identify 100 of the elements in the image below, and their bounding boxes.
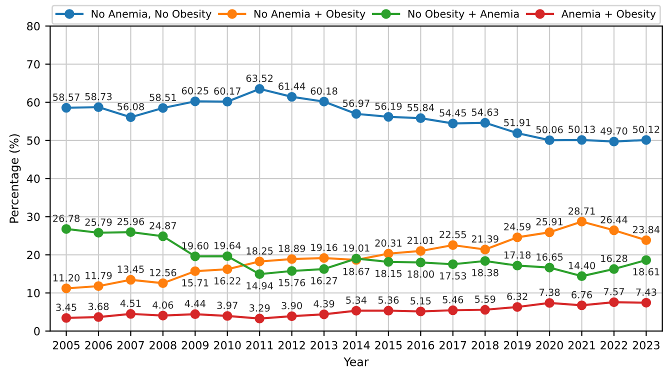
point bbox=[480, 118, 490, 128]
data-label: 61.44 bbox=[278, 82, 306, 90]
y-tick-label: 80 bbox=[27, 22, 40, 30]
data-label: 3.68 bbox=[88, 302, 109, 310]
point bbox=[576, 271, 587, 282]
data-label: 63.52 bbox=[246, 74, 273, 82]
data-label: 16.22 bbox=[214, 277, 240, 285]
y-tick-label: 30 bbox=[27, 212, 40, 222]
point bbox=[641, 235, 652, 246]
data-label: 26.44 bbox=[600, 216, 628, 224]
point bbox=[448, 118, 458, 128]
data-label: 55.84 bbox=[408, 104, 434, 112]
point bbox=[190, 251, 200, 262]
point bbox=[190, 309, 200, 320]
point bbox=[512, 260, 522, 270]
x-tick-label: 2005 bbox=[52, 341, 80, 350]
point bbox=[158, 231, 168, 242]
data-label: 25.91 bbox=[536, 218, 563, 226]
data-label: 14.40 bbox=[568, 262, 596, 270]
data-label: 3.29 bbox=[250, 304, 270, 312]
point bbox=[480, 304, 490, 315]
data-label: 4.44 bbox=[184, 300, 206, 308]
point bbox=[448, 305, 458, 316]
data-label: 18.89 bbox=[278, 244, 306, 252]
x-tick-label: 2016 bbox=[407, 341, 434, 350]
point bbox=[158, 103, 168, 113]
point bbox=[416, 246, 426, 256]
x-tick-label: 2021 bbox=[568, 341, 595, 350]
data-label: 5.36 bbox=[378, 296, 399, 304]
point bbox=[448, 240, 458, 250]
point bbox=[609, 225, 619, 236]
point bbox=[222, 311, 232, 321]
data-label: 50.12 bbox=[633, 126, 660, 134]
data-label: 15.76 bbox=[278, 278, 306, 286]
point bbox=[94, 312, 104, 322]
x-tick-label: 2006 bbox=[85, 341, 112, 350]
data-label: 15.71 bbox=[182, 279, 208, 286]
point bbox=[61, 313, 72, 323]
x-tick-label: 2010 bbox=[214, 341, 241, 350]
point bbox=[576, 216, 587, 226]
data-label: 23.84 bbox=[632, 226, 660, 234]
x-tick-label: 2022 bbox=[600, 341, 628, 350]
data-label: 50.06 bbox=[536, 126, 563, 134]
point bbox=[158, 278, 168, 288]
data-label: 56.19 bbox=[375, 102, 402, 110]
point bbox=[94, 228, 104, 238]
point bbox=[319, 264, 329, 274]
data-label: 58.73 bbox=[85, 92, 112, 100]
point bbox=[222, 264, 232, 274]
point bbox=[416, 306, 426, 316]
point bbox=[416, 113, 426, 124]
data-label: 11.20 bbox=[53, 274, 80, 282]
point bbox=[254, 256, 264, 266]
data-label: 24.87 bbox=[150, 222, 176, 230]
data-label: 4.51 bbox=[120, 300, 141, 307]
data-label: 3.97 bbox=[217, 302, 238, 310]
point bbox=[512, 128, 522, 138]
data-label: 56.08 bbox=[118, 102, 144, 110]
legend-label: No Anemia + Obesity bbox=[254, 10, 366, 20]
point bbox=[61, 224, 72, 234]
point bbox=[351, 306, 362, 316]
data-label: 20.31 bbox=[375, 239, 402, 247]
x-tick-label: 2007 bbox=[117, 341, 144, 350]
y-tick-label: 20 bbox=[27, 250, 40, 260]
data-label: 26.78 bbox=[53, 214, 80, 222]
point bbox=[126, 227, 136, 237]
point bbox=[286, 92, 297, 102]
data-label: 5.46 bbox=[442, 296, 464, 304]
data-label: 49.70 bbox=[600, 127, 628, 135]
data-label: 13.45 bbox=[118, 266, 144, 273]
y-tick-label: 40 bbox=[26, 174, 40, 183]
data-label: 7.38 bbox=[540, 288, 560, 296]
point bbox=[126, 274, 136, 285]
data-label: 3.45 bbox=[56, 304, 76, 312]
point bbox=[61, 284, 72, 294]
point bbox=[158, 310, 168, 320]
data-label: 11.79 bbox=[86, 272, 112, 280]
data-label: 56.97 bbox=[343, 100, 370, 107]
point bbox=[384, 257, 394, 267]
point bbox=[286, 266, 297, 276]
point bbox=[319, 96, 329, 106]
data-label: 7.43 bbox=[636, 288, 656, 296]
data-label: 21.01 bbox=[407, 236, 434, 244]
point bbox=[384, 248, 394, 258]
point bbox=[190, 96, 200, 106]
legend-label: No Obesity + Anemia bbox=[408, 10, 519, 20]
point bbox=[448, 259, 458, 270]
data-label: 7.57 bbox=[604, 288, 624, 296]
data-label: 6.76 bbox=[572, 291, 592, 298]
data-label: 24.59 bbox=[504, 223, 531, 230]
x-tick-label: 2019 bbox=[504, 341, 531, 350]
data-label: 14.94 bbox=[246, 282, 273, 290]
legend-label: Anemia + Obesity bbox=[561, 10, 656, 20]
data-label: 60.18 bbox=[310, 87, 338, 95]
data-label: 18.61 bbox=[633, 268, 660, 276]
x-tick-label: 2011 bbox=[246, 341, 273, 350]
data-label: 19.64 bbox=[214, 242, 241, 250]
data-label: 18.67 bbox=[343, 268, 370, 276]
point bbox=[126, 309, 136, 319]
data-label: 19.16 bbox=[311, 244, 338, 252]
